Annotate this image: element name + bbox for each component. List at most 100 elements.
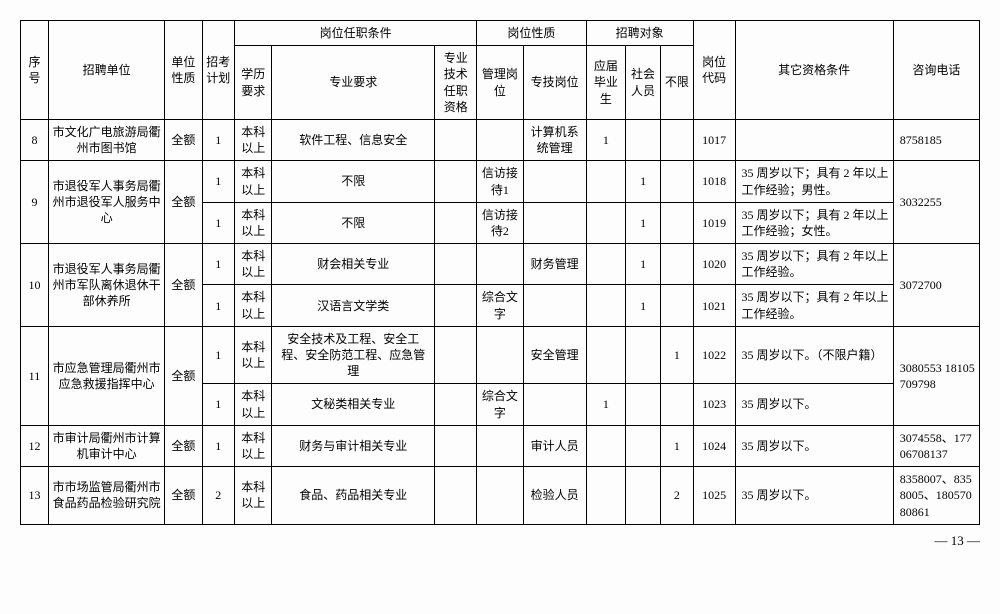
cell: 本科以上: [235, 285, 272, 326]
cell: 市审计局衢州市计算机审计中心: [48, 425, 164, 466]
h-unit: 招聘单位: [48, 21, 164, 120]
cell: 全额: [165, 326, 202, 425]
cell: 3080553 18105709798: [893, 326, 979, 425]
recruitment-table: 序号 招聘单位 单位性质 招考计划 岗位任职条件 岗位性质 招聘对象 岗位代码 …: [20, 20, 980, 525]
cell: 35 周岁以下；具有 2 年以上工作经验；女性。: [735, 202, 893, 243]
cell: [523, 202, 586, 243]
cell: [435, 425, 477, 466]
h-unlim: 不限: [661, 46, 694, 120]
cell: 3074558、17706708137: [893, 425, 979, 466]
cell: 3072700: [893, 244, 979, 327]
cell: [626, 326, 661, 384]
cell: [661, 384, 694, 425]
cell: 综合文字: [477, 384, 524, 425]
cell: [661, 285, 694, 326]
cell: [626, 467, 661, 525]
h-conditions: 岗位任职条件: [235, 21, 477, 46]
cell: 1025: [693, 467, 735, 525]
cell: [661, 161, 694, 202]
cell: [435, 161, 477, 202]
cell: [477, 425, 524, 466]
h-phone: 咨询电话: [893, 21, 979, 120]
cell: [435, 285, 477, 326]
cell: 本科以上: [235, 384, 272, 425]
cell: [477, 326, 524, 384]
cell: [435, 202, 477, 243]
cell: 35 周岁以下；具有 2 年以上工作经验；男性。: [735, 161, 893, 202]
h-social: 社会人员: [626, 46, 661, 120]
cell: 1021: [693, 285, 735, 326]
h-grad: 应届毕业生: [586, 46, 626, 120]
cell: 本科以上: [235, 425, 272, 466]
cell: 1017: [693, 119, 735, 160]
cell: 1022: [693, 326, 735, 384]
cell: 13: [21, 467, 49, 525]
cell: [586, 467, 626, 525]
cell: 计算机系统管理: [523, 119, 586, 160]
cell: 35 周岁以下；具有 2 年以上工作经验。: [735, 244, 893, 285]
cell: 审计人员: [523, 425, 586, 466]
cell: 本科以上: [235, 202, 272, 243]
cell: 本科以上: [235, 161, 272, 202]
cell: [661, 202, 694, 243]
cell: [626, 384, 661, 425]
cell: 综合文字: [477, 285, 524, 326]
cell: 市应急管理局衢州市应急救援指挥中心: [48, 326, 164, 425]
cell: 1: [626, 202, 661, 243]
cell: 市文化广电旅游局衢州市图书馆: [48, 119, 164, 160]
cell: [435, 384, 477, 425]
cell: [661, 119, 694, 160]
cell: 信访接待2: [477, 202, 524, 243]
cell: 1: [661, 425, 694, 466]
cell: 全额: [165, 119, 202, 160]
cell: [626, 119, 661, 160]
cell: 市市场监管局衢州市食品药品检验研究院: [48, 467, 164, 525]
cell: [435, 467, 477, 525]
h-tech: 专技岗位: [523, 46, 586, 120]
h-edu: 学历要求: [235, 46, 272, 120]
h-seq: 序号: [21, 21, 49, 120]
cell: 8358007、8358005、18057080861: [893, 467, 979, 525]
h-nature: 单位性质: [165, 21, 202, 120]
cell: 财务与审计相关专业: [272, 425, 435, 466]
cell: 35 周岁以下。: [735, 467, 893, 525]
cell: 1019: [693, 202, 735, 243]
cell: 35 周岁以下；具有 2 年以上工作经验。: [735, 285, 893, 326]
cell: 1: [202, 384, 235, 425]
cell: 35 周岁以下。（不限户籍）: [735, 326, 893, 384]
cell: [586, 425, 626, 466]
cell: 1018: [693, 161, 735, 202]
cell: 全额: [165, 467, 202, 525]
cell: 1: [586, 384, 626, 425]
cell: [435, 119, 477, 160]
cell: 1023: [693, 384, 735, 425]
cell: 市退役军人事务局衢州市退役军人服务中心: [48, 161, 164, 244]
cell: [523, 384, 586, 425]
cell: 全额: [165, 244, 202, 327]
cell: 市退役军人事务局衢州市军队离休退休干部休养所: [48, 244, 164, 327]
cell: 1: [626, 244, 661, 285]
cell: 9: [21, 161, 49, 244]
cell: 安全技术及工程、安全工程、安全防范工程、应急管理: [272, 326, 435, 384]
cell: [523, 285, 586, 326]
cell: 35 周岁以下。: [735, 384, 893, 425]
cell: 1024: [693, 425, 735, 466]
cell: 1: [202, 202, 235, 243]
page-number: — 13 —: [20, 533, 980, 549]
cell: 1: [202, 425, 235, 466]
cell: 财务管理: [523, 244, 586, 285]
cell: 食品、药品相关专业: [272, 467, 435, 525]
cell: [586, 244, 626, 285]
cell: [735, 119, 893, 160]
cell: 检验人员: [523, 467, 586, 525]
cell: 3032255: [893, 161, 979, 244]
cell: [477, 119, 524, 160]
cell: 全额: [165, 425, 202, 466]
cell: [586, 202, 626, 243]
h-target: 招聘对象: [586, 21, 693, 46]
cell: 11: [21, 326, 49, 425]
cell: 信访接待1: [477, 161, 524, 202]
cell: 软件工程、信息安全: [272, 119, 435, 160]
cell: 10: [21, 244, 49, 327]
cell: 全额: [165, 161, 202, 244]
